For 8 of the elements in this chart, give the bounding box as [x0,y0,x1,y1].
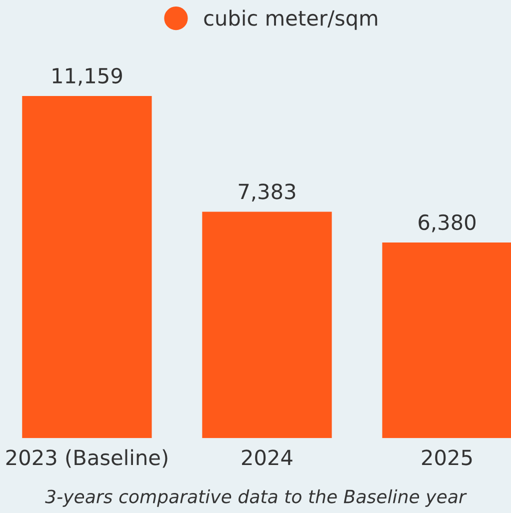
x-tick-label: 2025 [422,450,472,466]
data-label: 6,380 [418,214,476,232]
data-label: 7,383 [238,184,296,202]
x-tick-label: 2023 (Baseline) [6,449,168,468]
x-tick-label: 2024 [242,450,292,466]
data-label: 11,159 [52,68,122,86]
legend-label: cubic meter/sqm [204,10,378,30]
text: 3-years comparative data to the Baseline year [45,489,467,507]
